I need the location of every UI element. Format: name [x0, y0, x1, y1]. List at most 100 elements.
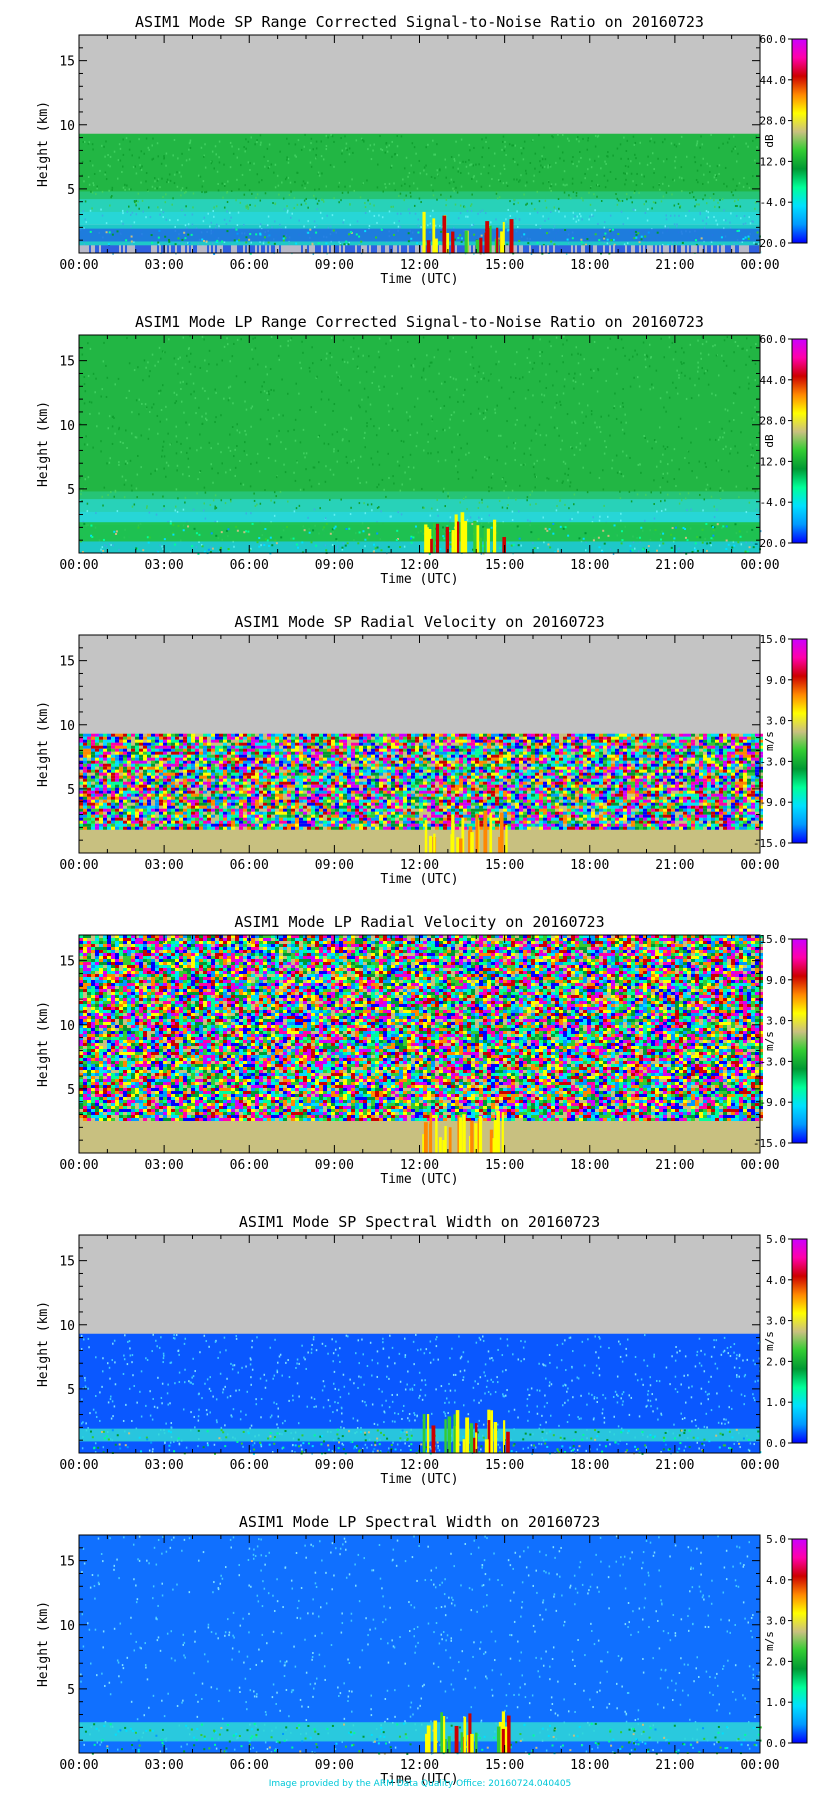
colorbar-unit-label: m/s [763, 1331, 776, 1351]
colorbar-tick-label: 60.0 [760, 33, 787, 46]
x-tick-label: 09:00 [315, 1758, 354, 1773]
colorbar-tick-label: 4.0 [766, 1574, 786, 1587]
x-tick-label: 03:00 [145, 1158, 184, 1173]
y-axis-label: Height (km) [36, 101, 51, 187]
x-tick-label: 18:00 [570, 1458, 609, 1473]
x-tick-label: 00:00 [59, 1458, 98, 1473]
colorbar-tick-label: -20.0 [753, 537, 786, 550]
x-tick-label: 09:00 [315, 258, 354, 273]
colorbar-unit-label: dB [763, 434, 776, 448]
x-tick-label: 21:00 [655, 258, 694, 273]
radar-field [79, 335, 762, 555]
colorbar-unit-label: dB [763, 134, 776, 148]
colorbar [791, 338, 808, 544]
x-tick-label: 00:00 [740, 858, 779, 873]
x-tick-label: 21:00 [655, 558, 694, 573]
y-tick-label: 15 [59, 655, 75, 670]
colorbar-tick-label: 4.0 [766, 1274, 786, 1287]
colorbar-tick-label: 44.0 [760, 74, 787, 87]
x-tick-label: 18:00 [570, 1758, 609, 1773]
colorbar-tick-label: -4.0 [760, 496, 787, 509]
radar-field [79, 1333, 762, 1455]
colorbar-tick-label: 3.0 [766, 715, 786, 728]
x-tick-label: 00:00 [740, 1758, 779, 1773]
y-tick-label: 5 [67, 1683, 75, 1698]
colorbar-tick-label: 15.0 [760, 933, 787, 946]
y-tick-label: 15 [59, 355, 75, 370]
x-tick-label: 00:00 [59, 1158, 98, 1173]
y-tick-label: 10 [59, 1619, 75, 1634]
y-tick-label: 15 [59, 1255, 75, 1270]
y-tick-label: 5 [67, 483, 75, 498]
colorbar-tick-label: 0.0 [766, 1437, 786, 1450]
x-tick-label: 00:00 [59, 258, 98, 273]
y-tick-label: 5 [67, 1383, 75, 1398]
colorbar-tick-label: -9.0 [760, 796, 787, 809]
x-tick-label: 12:00 [400, 858, 439, 873]
y-tick-label: 10 [59, 1319, 75, 1334]
x-tick-label: 18:00 [570, 558, 609, 573]
panel-1: ASIM1 Mode SP Range Corrected Signal-to-… [36, 13, 808, 287]
x-tick-label: 06:00 [230, 558, 269, 573]
colorbar-tick-label: -9.0 [760, 1096, 787, 1109]
colorbar-tick-label: 3.0 [766, 1615, 786, 1628]
y-tick-label: 10 [59, 1019, 75, 1034]
radar-field [79, 733, 763, 853]
panel-5: ASIM1 Mode SP Spectral Width on 20160723… [36, 1213, 808, 1487]
footer-credit: Image provided by the ARM Data Quality O… [0, 1779, 840, 1789]
panel-3: ASIM1 Mode SP Radial Velocity on 2016072… [36, 613, 808, 887]
colorbar-tick-label: 15.0 [760, 633, 787, 646]
radar-field [79, 1535, 762, 1755]
y-tick-label: 10 [59, 119, 75, 134]
panel-title: ASIM1 Mode SP Spectral Width on 20160723 [239, 1213, 600, 1231]
colorbar [791, 38, 808, 244]
y-axis-label: Height (km) [36, 1601, 51, 1687]
x-tick-label: 21:00 [655, 1158, 694, 1173]
x-tick-label: 09:00 [315, 1458, 354, 1473]
colorbar-tick-label: -3.0 [760, 755, 787, 768]
colorbar-tick-label: 2.0 [766, 1355, 786, 1368]
colorbar [791, 638, 808, 844]
colorbar-tick-label: 1.0 [766, 1396, 786, 1409]
x-axis-label: Time (UTC) [380, 1472, 458, 1487]
x-axis-label: Time (UTC) [380, 272, 458, 287]
x-tick-label: 00:00 [740, 558, 779, 573]
colorbar-tick-label: -3.0 [760, 1055, 787, 1068]
x-tick-label: 03:00 [145, 1458, 184, 1473]
colorbar [791, 938, 808, 1144]
colorbar-tick-label: 5.0 [766, 1533, 786, 1546]
x-tick-label: 00:00 [740, 258, 779, 273]
colorbar-tick-label: 2.0 [766, 1655, 786, 1668]
x-tick-label: 03:00 [145, 258, 184, 273]
x-tick-label: 21:00 [655, 858, 694, 873]
colorbar-tick-label: 60.0 [760, 333, 787, 346]
panel-title: ASIM1 Mode SP Range Corrected Signal-to-… [135, 13, 704, 31]
colorbar-unit-label: m/s [763, 1031, 776, 1051]
colorbar-tick-label: 44.0 [760, 374, 787, 387]
y-tick-label: 10 [59, 719, 75, 734]
colorbar-tick-label: 28.0 [760, 115, 787, 128]
y-tick-label: 5 [67, 1083, 75, 1098]
x-tick-label: 00:00 [740, 1458, 779, 1473]
x-axis-label: Time (UTC) [380, 1772, 458, 1787]
panel-6: ASIM1 Mode LP Spectral Width on 20160723… [36, 1513, 808, 1787]
y-axis-label: Height (km) [36, 701, 51, 787]
panel-title: ASIM1 Mode SP Radial Velocity on 2016072… [234, 613, 604, 631]
x-tick-label: 15:00 [485, 1158, 524, 1173]
x-axis-label: Time (UTC) [380, 1172, 458, 1187]
panel-2: ASIM1 Mode LP Range Corrected Signal-to-… [36, 313, 808, 587]
x-tick-label: 00:00 [59, 1758, 98, 1773]
y-axis-label: Height (km) [36, 1301, 51, 1387]
y-tick-label: 5 [67, 783, 75, 798]
colorbar-tick-label: 3.0 [766, 1315, 786, 1328]
x-tick-label: 12:00 [400, 258, 439, 273]
y-tick-label: 15 [59, 1555, 75, 1570]
panel-title: ASIM1 Mode LP Radial Velocity on 2016072… [234, 913, 604, 931]
colorbar-tick-label: 5.0 [766, 1233, 786, 1246]
colorbar-tick-label: -15.0 [753, 1137, 786, 1150]
colorbar-tick-label: -20.0 [753, 237, 786, 250]
x-axis-label: Time (UTC) [380, 572, 458, 587]
x-tick-label: 06:00 [230, 1158, 269, 1173]
x-tick-label: 15:00 [485, 258, 524, 273]
